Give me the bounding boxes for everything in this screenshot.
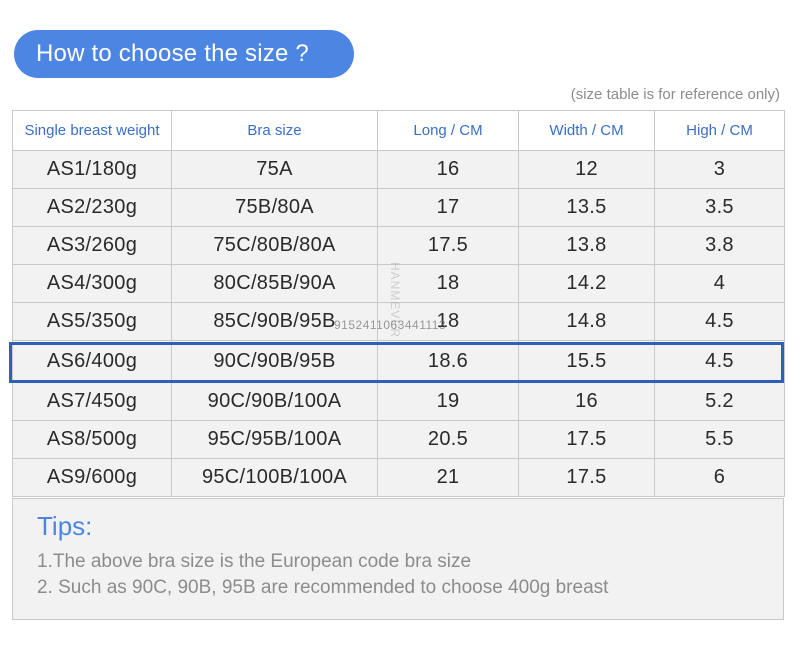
cell-long: 21 [377,458,519,497]
cell-weight: AS8/500g [12,420,172,459]
cell-long: 20.5 [377,420,519,459]
table-row: AS8/500g 95C/95B/100A 20.5 17.5 5.5 [12,420,785,459]
table-row-highlighted: AS6/400g 90C/90B/95B 18.6 15.5 4.5 [12,340,785,383]
cell-long: 18 [377,264,519,303]
cell-width: 17.5 [518,458,655,497]
cell-width: 15.5 [518,340,655,383]
cell-bra-size: 80C/85B/90A [171,264,378,303]
cell-high: 3 [654,150,785,189]
column-header-long: Long / CM [377,110,519,151]
tips-title: Tips: [37,511,93,541]
cell-width: 12 [518,150,655,189]
cell-high: 3.5 [654,188,785,227]
cell-weight: AS2/230g [12,188,172,227]
table-row: AS3/260g 75C/80B/80A 17.5 13.8 3.8 [12,226,785,265]
cell-width: 16 [518,382,655,421]
cell-high: 4.5 [654,302,785,341]
cell-bra-size: 85C/90B/95B [171,302,378,341]
cell-weight: AS6/400g [12,340,172,383]
cell-weight: AS5/350g [12,302,172,341]
cell-long: 19 [377,382,519,421]
cell-bra-size: 95C/100B/100A [171,458,378,497]
cell-long: 17.5 [377,226,519,265]
table-row: AS4/300g 80C/85B/90A 18 14.2 4 [12,264,785,303]
cell-high: 5.5 [654,420,785,459]
cell-bra-size: 95C/95B/100A [171,420,378,459]
cell-bra-size: 75B/80A [171,188,378,227]
watermark-text: HANMEVER [388,262,402,339]
cell-width: 13.8 [518,226,655,265]
size-table: Single breast weight Bra size Long / CM … [12,110,785,497]
cell-weight: AS4/300g [12,264,172,303]
watermark-id: 9152411063441113 [334,318,447,332]
cell-high: 3.8 [654,226,785,265]
cell-weight: AS1/180g [12,150,172,189]
cell-weight: AS7/450g [12,382,172,421]
cell-weight: AS9/600g [12,458,172,497]
column-header-bra-size: Bra size [171,110,378,151]
page-title: How to choose the size ? [14,30,354,78]
cell-width: 14.2 [518,264,655,303]
column-header-width: Width / CM [518,110,655,151]
cell-high: 5.2 [654,382,785,421]
table-row: AS9/600g 95C/100B/100A 21 17.5 6 [12,458,785,497]
table-row: AS7/450g 90C/90B/100A 19 16 5.2 [12,382,785,421]
column-header-weight: Single breast weight [12,110,172,151]
cell-high: 6 [654,458,785,497]
cell-long: 18 [377,302,519,341]
cell-long: 16 [377,150,519,189]
cell-bra-size: 90C/90B/100A [171,382,378,421]
table-row: AS2/230g 75B/80A 17 13.5 3.5 [12,188,785,227]
cell-weight: AS3/260g [12,226,172,265]
cell-high: 4 [654,264,785,303]
cell-bra-size: 75A [171,150,378,189]
cell-width: 14.8 [518,302,655,341]
cell-high: 4.5 [654,340,785,383]
tips-panel: Tips: 1.The above bra size is the Europe… [12,498,784,620]
cell-bra-size: 90C/90B/95B [171,340,378,383]
tips-line: 2. Such as 90C, 90B, 95B are recommended… [37,577,609,598]
cell-bra-size: 75C/80B/80A [171,226,378,265]
cell-long: 18.6 [377,340,519,383]
column-header-high: High / CM [654,110,785,151]
cell-width: 17.5 [518,420,655,459]
reference-note: (size table is for reference only) [570,86,780,103]
cell-width: 13.5 [518,188,655,227]
tips-line: 1.The above bra size is the European cod… [37,551,472,572]
table-row: AS1/180g 75A 16 12 3 [12,150,785,189]
cell-long: 17 [377,188,519,227]
table-header-row: Single breast weight Bra size Long / CM … [12,110,785,151]
